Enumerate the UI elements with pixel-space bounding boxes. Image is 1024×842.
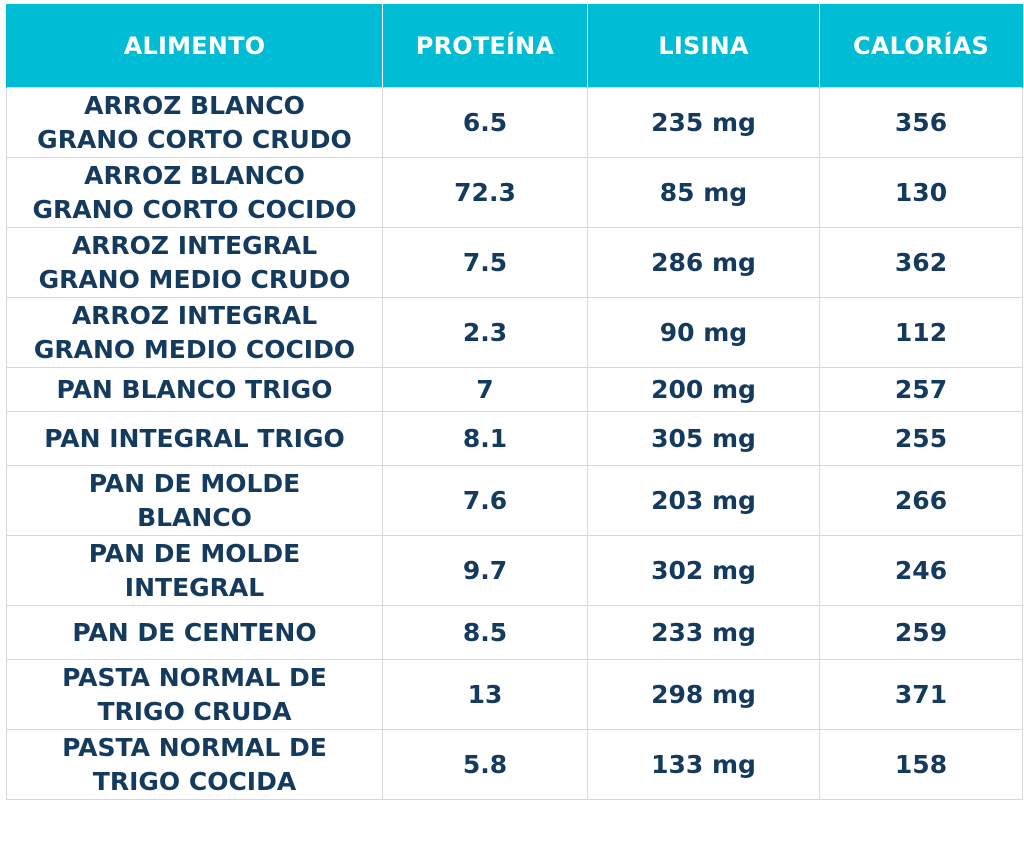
cell-proteina: 8.5: [382, 605, 588, 660]
table-row: ARROZ INTEGRAL GRANO MEDIO COCIDO 2.3 90…: [6, 297, 1023, 368]
header-calorias: CALORÍAS: [819, 4, 1023, 88]
cell-alimento: ARROZ BLANCO GRANO CORTO COCIDO: [6, 157, 383, 228]
cell-calorias: 356: [819, 87, 1023, 158]
cell-lisina: 203 mg: [587, 465, 820, 536]
cell-proteina: 13: [382, 659, 588, 730]
cell-alimento: ARROZ INTEGRAL GRANO MEDIO CRUDO: [6, 227, 383, 298]
cell-lisina: 90 mg: [587, 297, 820, 368]
table-row: PAN INTEGRAL TRIGO 8.1 305 mg 255: [6, 411, 1023, 466]
cell-calorias: 266: [819, 465, 1023, 536]
cell-proteina: 8.1: [382, 411, 588, 466]
cell-lisina: 302 mg: [587, 535, 820, 606]
cell-alimento: PAN DE MOLDE INTEGRAL: [6, 535, 383, 606]
cell-calorias: 257: [819, 367, 1023, 412]
cell-lisina: 200 mg: [587, 367, 820, 412]
table-row: ARROZ INTEGRAL GRANO MEDIO CRUDO 7.5 286…: [6, 227, 1023, 298]
cell-alimento: PASTA NORMAL DE TRIGO CRUDA: [6, 659, 383, 730]
cell-lisina: 298 mg: [587, 659, 820, 730]
table-body: ARROZ BLANCO GRANO CORTO CRUDO 6.5 235 m…: [6, 87, 1023, 800]
cell-alimento: PAN BLANCO TRIGO: [6, 367, 383, 412]
cell-lisina: 133 mg: [587, 729, 820, 800]
table-row: PAN DE MOLDE BLANCO 7.6 203 mg 266: [6, 465, 1023, 536]
cell-calorias: 246: [819, 535, 1023, 606]
header-alimento: ALIMENTO: [6, 4, 383, 88]
table-header: ALIMENTO PROTEÍNA LISINA CALORÍAS: [6, 4, 1023, 88]
cell-lisina: 305 mg: [587, 411, 820, 466]
cell-alimento: PAN DE MOLDE BLANCO: [6, 465, 383, 536]
cell-alimento: PAN DE CENTENO: [6, 605, 383, 660]
cell-calorias: 371: [819, 659, 1023, 730]
cell-calorias: 362: [819, 227, 1023, 298]
table-row: PASTA NORMAL DE TRIGO COCIDA 5.8 133 mg …: [6, 729, 1023, 800]
table-row: ARROZ BLANCO GRANO CORTO CRUDO 6.5 235 m…: [6, 87, 1023, 158]
table-row: PAN BLANCO TRIGO 7 200 mg 257: [6, 367, 1023, 412]
nutrition-table-container: ALIMENTO PROTEÍNA LISINA CALORÍAS ARROZ …: [6, 4, 1023, 800]
cell-proteina: 7.5: [382, 227, 588, 298]
cell-alimento: PASTA NORMAL DE TRIGO COCIDA: [6, 729, 383, 800]
cell-calorias: 158: [819, 729, 1023, 800]
header-lisina: LISINA: [587, 4, 820, 88]
cell-lisina: 233 mg: [587, 605, 820, 660]
table-row: PAN DE MOLDE INTEGRAL 9.7 302 mg 246: [6, 535, 1023, 606]
cell-lisina: 85 mg: [587, 157, 820, 228]
cell-proteina: 2.3: [382, 297, 588, 368]
cell-lisina: 235 mg: [587, 87, 820, 158]
table-row: PASTA NORMAL DE TRIGO CRUDA 13 298 mg 37…: [6, 659, 1023, 730]
cell-proteina: 7: [382, 367, 588, 412]
cell-calorias: 112: [819, 297, 1023, 368]
cell-alimento: ARROZ INTEGRAL GRANO MEDIO COCIDO: [6, 297, 383, 368]
header-row: ALIMENTO PROTEÍNA LISINA CALORÍAS: [6, 4, 1023, 88]
cell-alimento: PAN INTEGRAL TRIGO: [6, 411, 383, 466]
cell-alimento: ARROZ BLANCO GRANO CORTO CRUDO: [6, 87, 383, 158]
header-proteina: PROTEÍNA: [382, 4, 588, 88]
cell-proteina: 7.6: [382, 465, 588, 536]
cell-calorias: 255: [819, 411, 1023, 466]
cell-proteina: 5.8: [382, 729, 588, 800]
cell-calorias: 259: [819, 605, 1023, 660]
cell-proteina: 9.7: [382, 535, 588, 606]
table-row: ARROZ BLANCO GRANO CORTO COCIDO 72.3 85 …: [6, 157, 1023, 228]
table-row: PAN DE CENTENO 8.5 233 mg 259: [6, 605, 1023, 660]
cell-proteina: 72.3: [382, 157, 588, 228]
cell-proteina: 6.5: [382, 87, 588, 158]
nutrition-table: ALIMENTO PROTEÍNA LISINA CALORÍAS ARROZ …: [6, 4, 1023, 800]
cell-lisina: 286 mg: [587, 227, 820, 298]
cell-calorias: 130: [819, 157, 1023, 228]
